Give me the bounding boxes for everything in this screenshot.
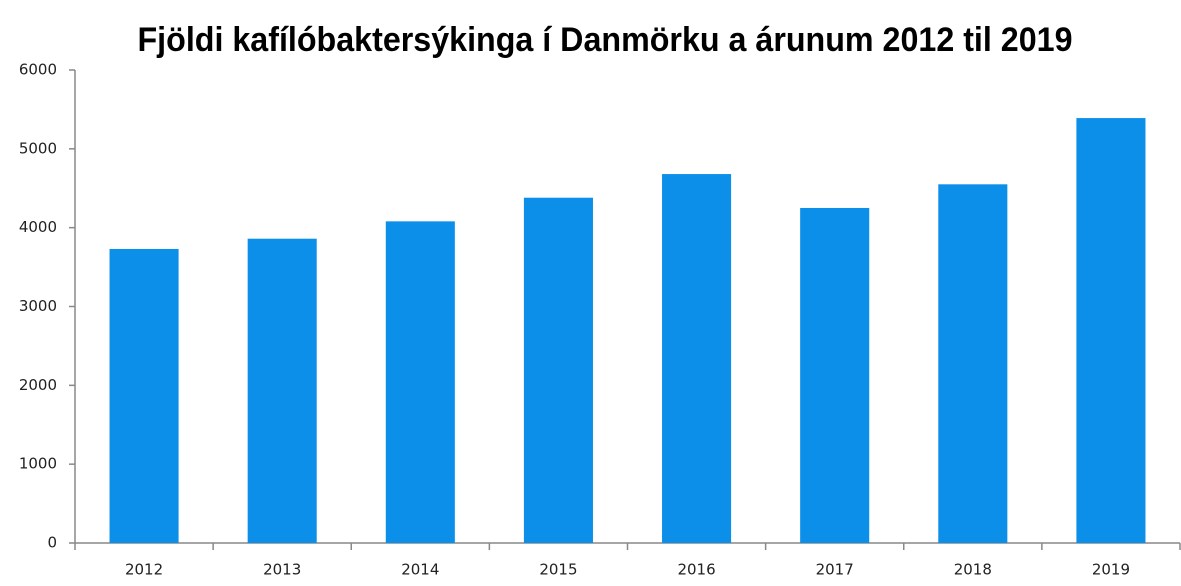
chart-title: Fjöldi kafílóbaktersýkinga í Danmörku a … (138, 21, 1073, 59)
bar (662, 174, 732, 543)
y-tick-label: 6000 (19, 61, 57, 79)
bar (385, 221, 455, 544)
x-tick-label: 2018 (954, 561, 992, 579)
x-tick-label: 2014 (401, 561, 439, 579)
y-tick-label: 3000 (19, 297, 57, 315)
y-tick-label: 1000 (19, 455, 57, 473)
y-tick-label: 5000 (19, 139, 57, 157)
bar (247, 238, 317, 543)
y-tick-label: 4000 (19, 218, 57, 236)
bar (523, 197, 593, 543)
x-tick-label: 2019 (1092, 561, 1130, 579)
bar (800, 207, 870, 544)
y-tick-label: 2000 (19, 376, 57, 394)
x-tick-label: 2015 (539, 561, 577, 579)
bar (938, 184, 1008, 543)
x-tick-label: 2012 (125, 561, 163, 579)
x-tick-label: 2016 (677, 561, 715, 579)
y-tick-label: 0 (47, 534, 57, 552)
x-tick-label: 2013 (263, 561, 301, 579)
bar (109, 248, 179, 543)
bar (1076, 118, 1146, 544)
x-tick-label: 2017 (816, 561, 854, 579)
